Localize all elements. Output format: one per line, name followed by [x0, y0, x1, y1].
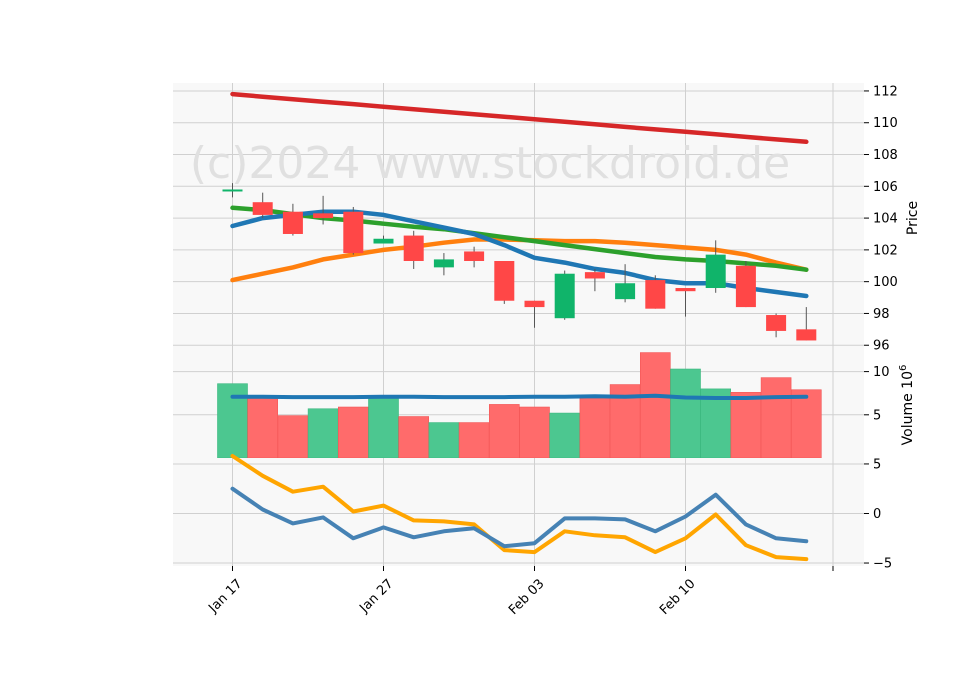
- oscillator-panel: 5 0 −5: [173, 454, 892, 572]
- candle-body: [433, 259, 454, 268]
- oscillator-y-tick-label: 0: [873, 507, 881, 522]
- x-tick-label: Jan 27: [356, 576, 396, 616]
- candle-body: [464, 251, 485, 261]
- candle-body: [554, 273, 575, 319]
- price-y-tick-label: 112: [873, 84, 898, 99]
- candle-body: [705, 254, 726, 289]
- volume-bar: [519, 406, 550, 459]
- volume-bar: [670, 368, 701, 459]
- candle-body: [584, 272, 605, 279]
- volume-y-tick-label: 5: [873, 408, 881, 423]
- volume-bar: [730, 392, 762, 459]
- candle-body: [252, 202, 273, 215]
- x-tick-label: Feb 03: [506, 576, 548, 618]
- candle-body: [524, 300, 545, 308]
- volume-bar: [277, 415, 309, 459]
- watermark: (c)2024 www.stockdroid.de: [190, 138, 790, 189]
- volume-bar: [458, 422, 490, 459]
- volume-panel: 5 10 Volume 106: [173, 350, 916, 459]
- candle-body: [343, 211, 364, 254]
- candle-body: [494, 261, 515, 301]
- candle-body: [796, 329, 817, 341]
- volume-y-label: Volume 106: [898, 365, 916, 446]
- oscillator-grid: [173, 458, 864, 566]
- oscillator-y-ticks: 5 0 −5: [864, 457, 892, 572]
- volume-y-ticks: 5 10: [864, 365, 890, 423]
- candle-body: [373, 238, 394, 244]
- volume-bar: [488, 404, 520, 459]
- candle-body: [645, 280, 666, 309]
- candle-body: [615, 283, 636, 300]
- volume-bar: [368, 398, 399, 459]
- volume-bar: [337, 406, 369, 459]
- price-y-label: Price: [905, 201, 921, 235]
- price-y-tick-label: 100: [873, 275, 898, 290]
- candle-body: [282, 211, 303, 234]
- x-tick-label: Feb 10: [657, 576, 699, 618]
- oscillator-lines: [230, 454, 809, 562]
- candle-body: [313, 213, 334, 219]
- x-tick-label: Jan 17: [205, 576, 245, 616]
- volume-bar: [639, 352, 671, 459]
- candle-body: [766, 315, 787, 331]
- candle-body: [675, 288, 696, 292]
- volume-y-label-text: Volume 10: [900, 371, 916, 445]
- oscillator-y-tick-label: −5: [873, 557, 892, 572]
- candlesticks: [222, 183, 817, 341]
- price-y-tick-label: 104: [873, 212, 898, 227]
- candle-body: [403, 235, 424, 261]
- price-panel: (c)2024 www.stockdroid.de 96 98 100 102 104 1…: [173, 83, 921, 354]
- price-ma-line: [230, 91, 809, 145]
- price-y-tick-label: 110: [873, 116, 898, 131]
- price-y-tick-label: 102: [873, 243, 898, 258]
- oscillator-line: [230, 486, 809, 549]
- oscillator-line: [230, 454, 809, 562]
- price-y-tick-label: 98: [873, 307, 890, 322]
- volume-bar: [398, 416, 430, 459]
- volume-ma-line: [230, 393, 809, 400]
- volume-moving-average: [230, 393, 809, 400]
- candle-body: [222, 189, 243, 192]
- volume-bar: [307, 408, 339, 459]
- oscillator-y-tick-label: 5: [873, 457, 881, 472]
- volume-bar: [700, 388, 732, 459]
- volume-bar: [790, 389, 822, 459]
- volume-y-label-exponent: 6: [898, 365, 909, 371]
- price-y-tick-label: 106: [873, 180, 898, 195]
- x-axis: Jan 17 Jan 27 Feb 03 Feb 10: [205, 566, 834, 618]
- volume-bar: [549, 412, 581, 459]
- volume-bar: [247, 398, 278, 459]
- volume-y-tick-label: 10: [873, 365, 890, 380]
- volume-bar: [579, 396, 611, 459]
- price-y-ticks: 96 98 100 102 104 106 108 110 112: [864, 84, 898, 354]
- volume-bar: [760, 377, 792, 459]
- volume-bar: [428, 422, 460, 459]
- price-y-tick-label: 108: [873, 148, 898, 163]
- candle-body: [735, 265, 756, 308]
- price-y-tick-label: 96: [873, 339, 890, 354]
